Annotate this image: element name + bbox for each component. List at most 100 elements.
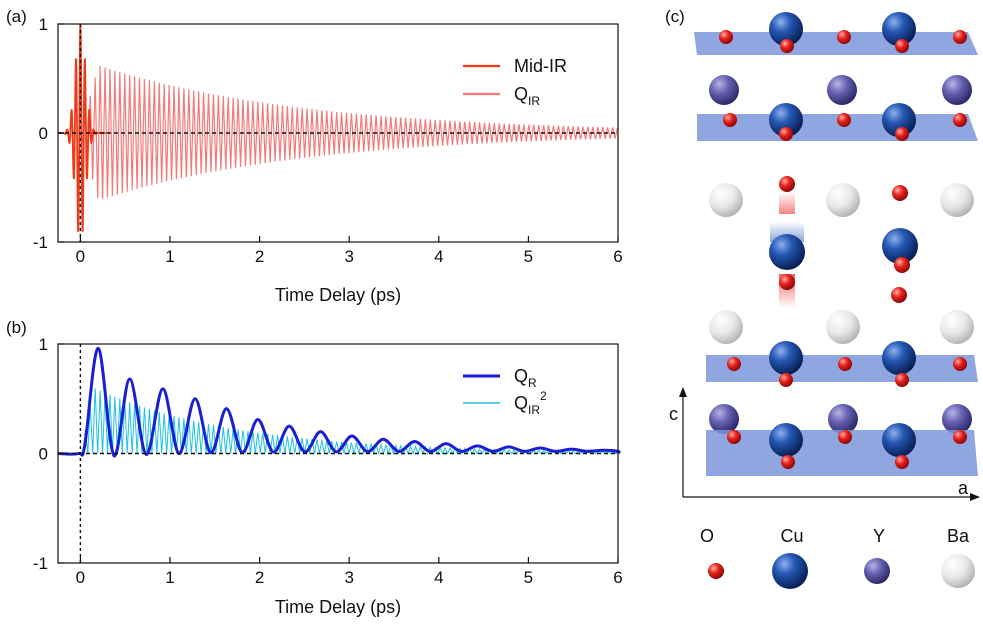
chart-b: 0 1 2 3 4 5 6 -1 0 1 QR QIR2 Time Delay (ps) xyxy=(33,335,623,617)
oxygen-atom xyxy=(953,30,967,44)
chart-b-legend: QR QIR2 xyxy=(463,366,547,417)
oxygen-atom xyxy=(727,430,741,444)
axis-a-label: a xyxy=(958,478,969,498)
yttrium-atom xyxy=(942,404,972,434)
oxygen-atom xyxy=(895,455,909,469)
chart-a-ytick-label: 0 xyxy=(39,124,48,143)
chart-b-xtick-label: 2 xyxy=(255,568,264,587)
yttrium-atom xyxy=(828,404,858,434)
series-q-ir2-line xyxy=(80,388,618,456)
element-swatch-y xyxy=(864,558,890,584)
cuo2-plane-1 xyxy=(694,32,978,55)
chart-b-xtick-label: 0 xyxy=(76,568,85,587)
copper-atom xyxy=(769,341,803,375)
chart-b-xlabel: Time Delay (ps) xyxy=(275,597,401,617)
oxygen-atom xyxy=(779,274,795,290)
oxygen-atom xyxy=(837,113,851,127)
panel-label-b: (b) xyxy=(6,318,27,337)
oxygen-atom xyxy=(779,373,793,387)
chart-a-axes: 0 1 2 3 4 5 6 -1 0 1 xyxy=(33,15,623,266)
axis-c-arrow xyxy=(679,387,687,397)
oxygen-atom xyxy=(837,30,851,44)
chart-b-axes: 0 1 2 3 4 5 6 -1 0 1 xyxy=(33,335,623,587)
oxygen-motion-blur xyxy=(779,192,795,214)
oxygen-atom xyxy=(719,30,733,44)
oxygen-atom xyxy=(781,455,795,469)
chart-a: 0 1 2 3 4 5 6 -1 0 1 Mid-IR QIR Time Delay (ps) xyxy=(33,15,623,305)
yttrium-atom xyxy=(709,75,739,105)
chart-b-ytick-label: 1 xyxy=(39,335,48,354)
chart-a-xtick-label: 0 xyxy=(76,247,85,266)
oxygen-atom xyxy=(895,39,909,53)
legend-label-mid-ir: Mid-IR xyxy=(514,56,567,76)
oxygen-atom xyxy=(779,127,793,141)
copper-atom xyxy=(769,12,803,46)
chart-a-xlabel: Time Delay (ps) xyxy=(275,285,401,305)
copper-atom-chain xyxy=(769,234,805,270)
oxygen-atom-apical xyxy=(892,185,908,201)
series-mid-ir-line xyxy=(58,23,108,232)
legend-label-q-ir: QIR xyxy=(514,84,540,108)
element-swatch-ba xyxy=(941,554,975,588)
oxygen-atom xyxy=(895,127,909,141)
barium-atom xyxy=(709,310,743,344)
panel-label-c: (c) xyxy=(665,7,685,26)
chart-b-xtick-label: 5 xyxy=(524,568,533,587)
barium-atom xyxy=(826,310,860,344)
axis-c-label: c xyxy=(669,404,678,424)
barium-atom xyxy=(940,310,974,344)
legend-label-q-r: QR xyxy=(514,366,537,390)
barium-atom xyxy=(709,183,743,217)
copper-atom xyxy=(882,103,916,137)
oxygen-atom xyxy=(953,113,967,127)
chart-a-xtick-label: 5 xyxy=(524,247,533,266)
crystal-structure: c a O Cu Y Ba xyxy=(669,12,980,589)
chart-a-ytick-label: 1 xyxy=(39,15,48,34)
chart-a-xtick-label: 4 xyxy=(434,247,443,266)
chart-a-xtick-label: 2 xyxy=(255,247,264,266)
chart-b-xtick-label: 4 xyxy=(434,568,443,587)
oxygen-atom xyxy=(838,430,852,444)
oxygen-atom-apical xyxy=(891,287,907,303)
chart-a-legend: Mid-IR QIR xyxy=(463,56,567,108)
panel-label-a: (a) xyxy=(6,7,27,26)
element-swatch-cu xyxy=(772,553,808,589)
oxygen-atom xyxy=(895,373,909,387)
chart-a-ytick-label: -1 xyxy=(33,233,48,252)
chart-b-xtick-label: 3 xyxy=(344,568,353,587)
oxygen-atom-apical xyxy=(779,176,795,192)
element-swatch-o xyxy=(708,563,724,579)
element-label-y: Y xyxy=(873,526,885,546)
series-q-ir-line xyxy=(79,65,619,200)
element-label-cu: Cu xyxy=(780,526,803,546)
chart-b-xtick-label: 6 xyxy=(613,568,622,587)
chart-a-xtick-label: 6 xyxy=(613,247,622,266)
oxygen-atom xyxy=(953,357,967,371)
element-label-ba: Ba xyxy=(947,526,970,546)
oxygen-atom xyxy=(953,430,967,444)
oxygen-atom xyxy=(780,39,794,53)
barium-atom xyxy=(940,183,974,217)
element-legend: O Cu Y Ba xyxy=(700,526,975,589)
chart-a-xtick-label: 1 xyxy=(165,247,174,266)
chart-b-ytick-label: -1 xyxy=(33,554,48,573)
chart-a-xtick-label: 3 xyxy=(344,247,353,266)
copper-atom-chain xyxy=(882,228,918,264)
oxygen-atom xyxy=(727,357,741,371)
oxygen-atom xyxy=(838,357,852,371)
chart-a-series-layer xyxy=(58,23,619,232)
copper-atom xyxy=(882,341,916,375)
copper-atom xyxy=(769,103,803,137)
yttrium-atom xyxy=(942,75,972,105)
oxygen-atom xyxy=(894,257,910,273)
copper-atom xyxy=(769,423,803,457)
copper-atom xyxy=(882,423,916,457)
chart-b-xtick-label: 1 xyxy=(165,568,174,587)
legend-label-q-ir2: QIR2 xyxy=(514,389,547,417)
series-q-r-line xyxy=(57,346,621,458)
copper-atom xyxy=(882,12,916,46)
oxygen-atom xyxy=(723,113,737,127)
chart-b-ytick-label: 0 xyxy=(39,445,48,464)
barium-atom xyxy=(826,183,860,217)
